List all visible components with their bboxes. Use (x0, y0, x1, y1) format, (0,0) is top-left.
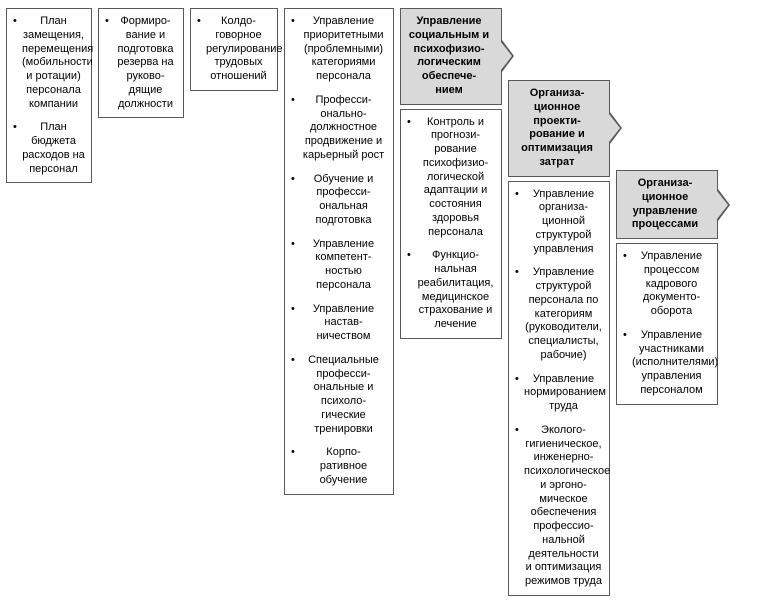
column-box-2: Колдо-говорное регулирование трудовых от… (190, 8, 278, 91)
list-item: План бюджета расходов на персонал (13, 121, 85, 176)
column-1: Формиро-вание и подготовка резерва на ру… (98, 8, 184, 118)
diagram-root: План замещения, перемещения (мобильности… (6, 8, 758, 596)
column-box-4: Контроль и прогнози-рование психофизио-л… (400, 109, 502, 339)
list-item: Обучение и професси-ональная подготовка (291, 173, 387, 228)
list-item: Управление приоритетными (проблемными) к… (291, 15, 387, 84)
column-3: Управление приоритетными (проблемными) к… (284, 8, 394, 495)
list-item: Управление участниками (исполнителями) у… (623, 329, 711, 398)
column-header-4: Управление социальным и психофизио-логич… (400, 8, 502, 105)
item-list-2: Колдо-говорное регулирование трудовых от… (197, 15, 271, 84)
column-header-5: Организа-ционное проекти-рование и оптим… (508, 80, 610, 177)
column-box-5: Управление организа-ционной структурой у… (508, 181, 610, 596)
column-header-6: Организа-ционное управление процессами (616, 170, 718, 239)
item-list-5: Управление организа-ционной структурой у… (515, 188, 603, 589)
list-item: Функцио-нальная реабилитация, медицинско… (407, 249, 495, 332)
list-item: Управление настав-ничеством (291, 303, 387, 344)
list-item: Эколого-гигиеническое, инженерно-психоло… (515, 424, 603, 589)
list-item: Управление процессом кадрового документо… (623, 250, 711, 319)
column-6: Организа-ционное управление процессами Уп… (616, 170, 718, 405)
list-item: Професси-онально-должностное продвижение… (291, 94, 387, 163)
item-list-4: Контроль и прогнози-рование психофизио-л… (407, 116, 495, 332)
column-4: Управление социальным и психофизио-логич… (400, 8, 502, 339)
column-box-3: Управление приоритетными (проблемными) к… (284, 8, 394, 495)
column-2: Колдо-говорное регулирование трудовых от… (190, 8, 278, 91)
chevron-right-icon (501, 42, 512, 70)
column-box-6: Управление процессом кадрового документо… (616, 243, 718, 405)
column-box-0: План замещения, перемещения (мобильности… (6, 8, 92, 183)
list-item: План замещения, перемещения (мобильности… (13, 15, 85, 111)
item-list-6: Управление процессом кадрового документо… (623, 250, 711, 398)
column-0: План замещения, перемещения (мобильности… (6, 8, 92, 183)
column-header-wrap-4: Управление социальным и психофизио-логич… (400, 8, 502, 105)
item-list-3: Управление приоритетными (проблемными) к… (291, 15, 387, 488)
list-item: Колдо-говорное регулирование трудовых от… (197, 15, 271, 84)
list-item: Управление структурой персонала по катег… (515, 266, 603, 362)
column-box-1: Формиро-вание и подготовка резерва на ру… (98, 8, 184, 118)
list-item: Формиро-вание и подготовка резерва на ру… (105, 15, 177, 111)
column-header-wrap-5: Организа-ционное проекти-рование и оптим… (508, 80, 610, 177)
list-item: Управление компетент-ностью персонала (291, 238, 387, 293)
chevron-right-icon (717, 191, 728, 219)
list-item: Контроль и прогнози-рование психофизио-л… (407, 116, 495, 240)
item-list-0: План замещения, перемещения (мобильности… (13, 15, 85, 176)
column-5: Организа-ционное проекти-рование и оптим… (508, 80, 610, 596)
list-item: Управление организа-ционной структурой у… (515, 188, 603, 257)
list-item: Корпо-ративное обучение (291, 446, 387, 487)
list-item: Специальные професси-ональные и психоло-… (291, 354, 387, 437)
list-item: Управление нормированием труда (515, 373, 603, 414)
item-list-1: Формиро-вание и подготовка резерва на ру… (105, 15, 177, 111)
column-header-wrap-6: Организа-ционное управление процессами (616, 170, 718, 239)
chevron-right-icon (609, 114, 620, 142)
